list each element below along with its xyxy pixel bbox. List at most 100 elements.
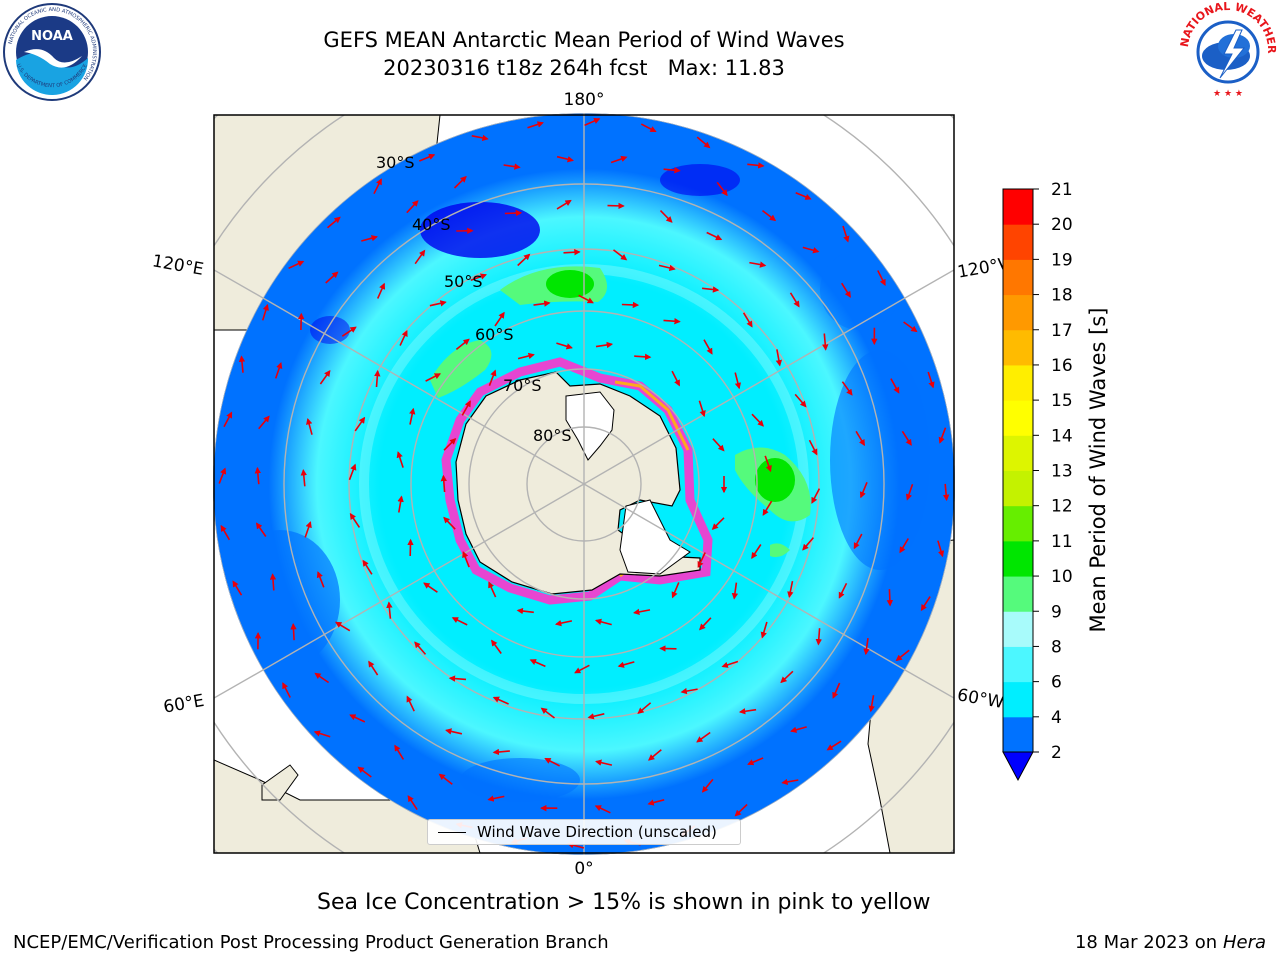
wind-wave-arrow: [462, 551, 470, 568]
colorbar-band: [1003, 470, 1033, 507]
chart-title: GEFS MEAN Antarctic Mean Period of Wind …: [323, 28, 845, 52]
wind-wave-arrow: [789, 292, 800, 308]
wind-wave-arrow: [663, 167, 681, 174]
wind-wave-arrow: [795, 192, 812, 200]
wind-wave-arrow: [815, 628, 822, 646]
wind-wave-arrow: [492, 748, 510, 756]
svg-text:NOAA: NOAA: [31, 29, 73, 44]
wind-wave-arrow: [254, 466, 262, 485]
colorbar-band: [1003, 224, 1033, 260]
lat-label-50s: 50°S: [444, 272, 483, 291]
wind-wave-arrow: [361, 235, 378, 242]
wind-wave-arrow: [838, 582, 848, 599]
wind-wave-arrow: [841, 282, 851, 298]
nws-logo: NATIONAL WEATHER SERVICE ★ ★ ★: [1176, 0, 1278, 99]
colorbar-tick-label: 12: [1051, 497, 1073, 517]
wind-wave-arrow: [594, 805, 611, 814]
wind-wave-arrow: [942, 483, 950, 502]
wind-wave-arrow: [762, 500, 773, 516]
colorbar-band: [1003, 681, 1033, 718]
wind-wave-arrow: [811, 488, 821, 504]
footer-machine: Hera: [1222, 932, 1266, 953]
map-legend: Wind Wave Direction (unscaled): [427, 819, 741, 845]
footer-credit: NCEP/EMC/Verification Post Processing Pr…: [13, 932, 609, 953]
wind-wave-arrow: [594, 618, 612, 626]
wind-wave-arrow: [494, 311, 505, 327]
colorbar-band: [1003, 329, 1033, 366]
wind-wave-arrow: [578, 294, 594, 304]
wind-wave-arrow: [376, 282, 386, 299]
lon-label-lower-right: 60°W: [956, 685, 1006, 713]
lon-label-lower-left: 60°E: [162, 691, 206, 718]
noaa-logo: NOAA NATIONAL OCEANIC AND ATMOSPHERIC AD…: [3, 3, 101, 101]
colorbar-band: [1003, 400, 1033, 436]
wind-wave-arrow: [826, 740, 842, 751]
wind-wave-arrow: [595, 759, 613, 766]
colorbar-tick-label: 2: [1051, 743, 1062, 763]
wind-wave-arrow: [859, 481, 868, 499]
graticule: [213, 113, 955, 855]
wind-wave-arrow: [341, 326, 357, 337]
wind-wave-arrow: [504, 209, 523, 217]
wind-wave-arrow: [438, 773, 453, 785]
wind-wave-arrow: [399, 329, 408, 346]
wind-wave-arrow: [706, 231, 723, 241]
wind-wave-arrow: [238, 355, 246, 373]
wind-wave-arrow: [288, 260, 305, 270]
wind-wave-arrow: [699, 617, 712, 631]
colorbar-tick-label: 11: [1051, 532, 1073, 552]
wind-wave-arrow: [544, 757, 560, 767]
wind-wave-arrow: [556, 199, 572, 210]
colorbar-tick-label: 15: [1051, 391, 1073, 411]
colorbar-tick-label: 4: [1051, 708, 1062, 728]
colorbar: 2 4 6 8 9 10 11 12 13 14 15 16 17 18 19 20 21: [1002, 180, 1073, 782]
wind-wave-arrow: [895, 649, 910, 662]
footer-date-text: 18 Mar 2023 on: [1074, 932, 1218, 953]
wind-wave-arrow: [396, 451, 404, 468]
wind-wave-arrow: [747, 757, 764, 766]
latitude-labels: 30°S 40°S 50°S 60°S 70°S 80°S: [376, 153, 572, 445]
wind-wave-arrow: [354, 416, 366, 432]
wind-wave-arrow: [362, 559, 373, 575]
wind-wave-arrow: [258, 415, 270, 430]
colorbar-band: [1003, 259, 1033, 296]
colorbar-extend-triangle: [1002, 751, 1034, 782]
colorbar-tick-label: 18: [1051, 286, 1073, 306]
wind-wave-arrow: [781, 778, 799, 786]
wind-wave-arrow: [407, 795, 418, 811]
lat-label-70s: 70°S: [503, 376, 542, 395]
colorbar-tick-label: 21: [1051, 180, 1073, 200]
wind-wave-arrow: [556, 342, 573, 350]
chart-subtitle: 20230316 t18z 264h fcst Max: 11.83: [383, 56, 785, 80]
wind-wave-arrow: [574, 664, 590, 674]
wind-wave-arrow: [711, 517, 725, 531]
wind-wave-arrow: [721, 660, 739, 668]
wind-wave-arrow: [595, 341, 614, 349]
wind-wave-arrow: [751, 413, 764, 427]
wind-wave-arrow: [937, 540, 945, 558]
wind-wave-arrow: [634, 353, 652, 361]
weddell-ice-shelf: [619, 499, 691, 575]
wind-wave-arrow: [696, 731, 711, 743]
colorbar-tick-label: 16: [1051, 356, 1073, 376]
wind-wave-arrow: [703, 339, 713, 355]
wind-wave-arrow: [621, 301, 640, 309]
wind-wave-arrow: [448, 675, 467, 682]
wind-wave-arrow: [762, 209, 777, 222]
wind-wave-arrow: [471, 134, 489, 142]
wind-wave-arrow: [492, 696, 509, 705]
colorbar-tick-label: 10: [1051, 567, 1073, 587]
wind-wave-arrow: [794, 393, 807, 408]
wind-wave-arrow: [701, 778, 714, 793]
wind-wave-arrow: [527, 121, 544, 129]
wind-wave-arrow: [584, 118, 601, 127]
wind-wave-arrow: [368, 660, 379, 676]
wind-wave-arrow: [487, 795, 505, 802]
wind-wave-arrow: [802, 537, 815, 551]
wind-wave-arrow: [445, 728, 463, 735]
wind-wave-arrow: [261, 303, 269, 321]
wind-wave-arrow: [443, 516, 456, 530]
wind-wave-arrow: [663, 318, 681, 325]
wind-wave-arrow: [890, 378, 900, 394]
wind-wave-arrow: [554, 620, 573, 627]
